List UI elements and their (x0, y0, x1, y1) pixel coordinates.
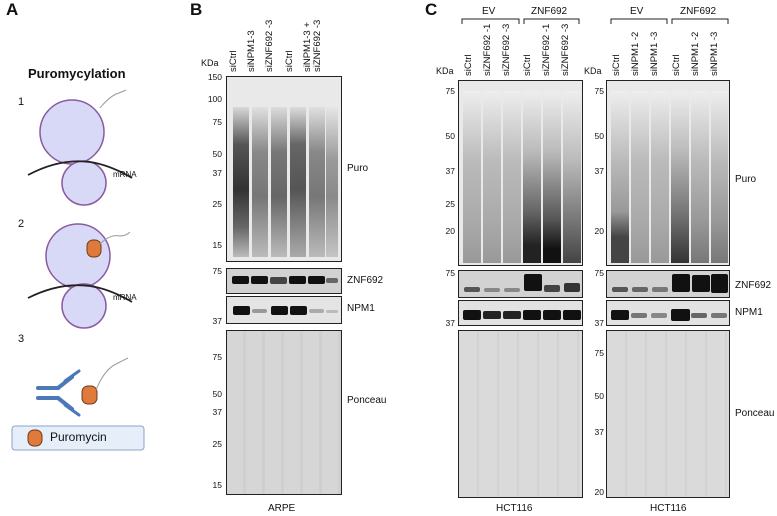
mw-b-100: 100 (207, 94, 222, 104)
mw-cl-znf-75: 75 (445, 268, 455, 278)
blot-cl-znf692 (458, 270, 583, 298)
kda-label-c-right: KDa (584, 66, 602, 76)
mw-cl-50: 50 (445, 131, 455, 141)
group-ev-right: EV (630, 6, 644, 17)
blot-b-puro (226, 76, 342, 262)
lane-cl-4: siCtrl (522, 54, 533, 76)
cell-line-c-right: HCT116 (650, 503, 687, 514)
blot-cl-npm1 (458, 300, 583, 326)
mw-cr-20: 20 (594, 226, 604, 236)
blot-cl-puro (458, 80, 583, 266)
mw-b-znf-75: 75 (212, 266, 222, 276)
mw-b-pon-75: 75 (212, 352, 222, 362)
blot-label-ponceau-c: Ponceau (735, 408, 775, 419)
step-2-label: 2 (18, 218, 25, 230)
blot-cr-puro (606, 80, 730, 266)
smear-lane (326, 107, 338, 257)
blot-label-npm1-b: NPM1 (347, 303, 375, 314)
puromycin-legend-box (11, 425, 145, 451)
lane-cr-6: siNPM1 -3 (709, 31, 720, 76)
mrna-label-1: mRNA (113, 170, 137, 179)
blot-label-znf692-c: ZNF692 (735, 280, 772, 291)
mw-cr-pon-75: 75 (594, 348, 604, 358)
panel-c-letter: C (425, 0, 438, 19)
smear-lane (252, 107, 268, 257)
mw-cl-25: 25 (445, 199, 455, 209)
lane-cl-6: siZNF692 -3 (560, 23, 571, 76)
mw-cl-37: 37 (445, 166, 455, 176)
mw-cl-20: 20 (445, 226, 455, 236)
group-znf692-left: ZNF692 (531, 6, 568, 17)
smear-lane (290, 107, 306, 257)
blot-label-puro-c: Puro (735, 174, 757, 185)
blot-b-ponceau (226, 330, 342, 495)
puromycin-peptide-icon (81, 357, 129, 405)
mw-b-15: 15 (212, 240, 222, 250)
mw-b-npm-37: 37 (212, 316, 222, 326)
mw-b-150: 150 (207, 72, 222, 82)
mw-b-75: 75 (212, 117, 222, 127)
mw-cr-npm-37: 37 (594, 318, 604, 328)
ribosome-2-icon (27, 223, 133, 329)
lane-cr-3: siNPM1 -3 (649, 31, 660, 76)
blot-cr-znf692 (606, 270, 730, 298)
antibody-icon (36, 369, 81, 417)
lane-cl-3: siZNF692 -3 (501, 23, 512, 76)
kda-label-b: KDa (201, 58, 219, 68)
mw-b-pon-25: 25 (212, 439, 222, 449)
smear-lane (309, 107, 325, 257)
blot-label-npm1-c: NPM1 (735, 307, 763, 318)
mw-b-pon-15: 15 (212, 480, 222, 490)
mw-b-pon-37: 37 (212, 407, 222, 417)
step-3-label: 3 (18, 333, 25, 345)
smear-lane (233, 107, 249, 257)
step-1-label: 1 (18, 96, 25, 108)
mw-cr-pon-37: 37 (594, 427, 604, 437)
blot-b-npm1 (226, 296, 342, 324)
lane-cl-1: siCtrl (463, 54, 474, 76)
lane-cl-5: siZNF692 -1 (541, 23, 552, 76)
mw-cr-pon-50: 50 (594, 391, 604, 401)
puromycin-legend-label: Puromycin (50, 430, 107, 444)
blot-label-puro-b: Puro (347, 163, 369, 174)
mw-cr-75: 75 (594, 86, 604, 96)
blot-cr-npm1 (606, 300, 730, 326)
mrna-label-2: mRNA (113, 293, 137, 302)
mw-b-50: 50 (212, 149, 222, 159)
puromycylation-title: Puromycylation (28, 66, 126, 81)
blot-cl-ponceau (458, 330, 583, 498)
mw-cr-50: 50 (594, 131, 604, 141)
mw-cr-znf-75: 75 (594, 268, 604, 278)
lane-cl-2: siZNF692 -1 (482, 23, 493, 76)
blot-label-znf692-b: ZNF692 (347, 275, 384, 286)
cell-line-b: ARPE (268, 503, 296, 514)
mw-cr-37: 37 (594, 166, 604, 176)
lane-cr-5: siNPM1 -2 (690, 31, 701, 76)
cell-line-c-left: HCT116 (496, 503, 533, 514)
lane-cr-2: siNPM1 -2 (630, 31, 641, 76)
panel-a-letter: A (6, 0, 19, 19)
kda-label-c-left: KDa (436, 66, 454, 76)
mw-cr-pon-20: 20 (594, 487, 604, 497)
mw-cl-75: 75 (445, 86, 455, 96)
blot-b-znf692 (226, 268, 342, 294)
ribosome-1-icon (27, 89, 133, 206)
lane-cr-1: siCtrl (611, 54, 622, 76)
mw-b-37: 37 (212, 168, 222, 178)
mw-cl-npm-37: 37 (445, 318, 455, 328)
blot-cr-ponceau (606, 330, 730, 498)
panel-b-letter: B (190, 0, 203, 19)
smear-lane (271, 107, 287, 257)
mw-b-25: 25 (212, 199, 222, 209)
group-ev-left: EV (482, 6, 496, 17)
blot-label-ponceau-b: Ponceau (347, 395, 387, 406)
mw-b-pon-50: 50 (212, 389, 222, 399)
lane-cr-4: siCtrl (671, 54, 682, 76)
group-znf692-right: ZNF692 (680, 6, 717, 17)
